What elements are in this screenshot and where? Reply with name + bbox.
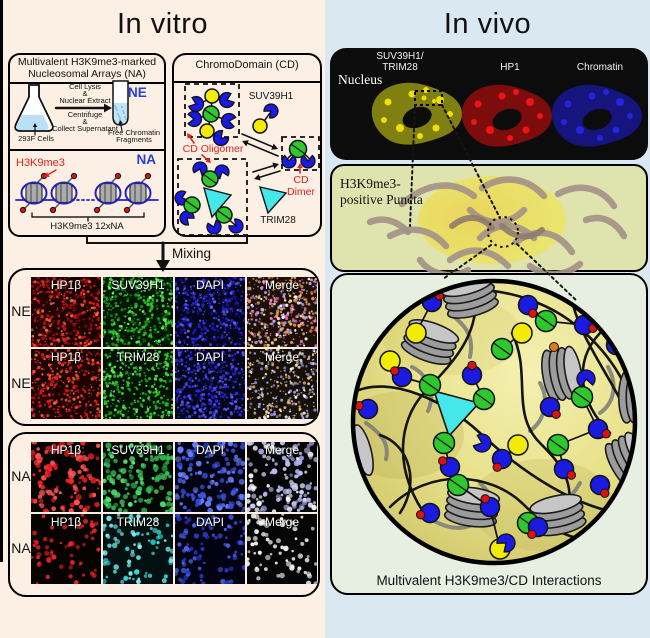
micrograph-image	[247, 442, 317, 512]
tile-label: TRIM28	[116, 515, 160, 529]
row-label: NE	[11, 303, 31, 319]
h3k9me3-label: H3K9me3	[16, 157, 65, 169]
chromodomain-box: ChromoDomain (CD) SUV39H1 CD Oligomer CD…	[172, 53, 322, 237]
tile-label: Merge	[264, 278, 299, 292]
tile-label: SUV39H1	[111, 278, 165, 292]
tile-label: DAPI	[195, 350, 224, 364]
tile-label: DAPI	[195, 278, 224, 292]
micrograph-tile: TRIM28	[103, 514, 173, 584]
micrograph-tile: Merge	[247, 277, 317, 347]
centrifuge-steps-text: Centrifuge & Collect Supernatant	[52, 110, 118, 133]
micrograph-tile: HP1β	[31, 514, 101, 584]
row-label: NA	[11, 540, 31, 556]
chromatin-column-label: Chromatin	[576, 62, 624, 73]
nucleus-label: Nucleus	[338, 72, 383, 87]
tile-label: DAPI	[195, 443, 224, 457]
lysis-steps-text: Cell Lysis & Nuclear Extract	[59, 82, 111, 105]
interaction-box: Multivalent H3K9me3/CD Interactions	[330, 273, 648, 595]
micrograph-tile: Merge	[247, 514, 317, 584]
micrograph-tile: TRIM28	[103, 349, 173, 419]
micrograph-tile: DAPI	[175, 514, 245, 584]
micrograph-image	[247, 277, 317, 347]
trim28-label: TRIM28	[260, 215, 296, 226]
mixing-label: Mixing	[172, 246, 212, 261]
micrograph-tile: DAPI	[175, 277, 245, 347]
micrograph-image	[31, 442, 101, 512]
micrograph-image	[103, 442, 173, 512]
suv39h1-label: SUV39H1	[248, 91, 294, 102]
tile-label: DAPI	[195, 515, 224, 529]
tile-label: Merge	[264, 515, 299, 529]
micrograph-image	[247, 514, 317, 584]
tile-label: Merge	[264, 350, 299, 364]
interaction-caption: Multivalent H3K9me3/CD Interactions	[376, 573, 602, 588]
micrograph-image	[31, 277, 101, 347]
micrograph-tile: Merge	[247, 442, 317, 512]
boxA-divider	[10, 149, 164, 151]
array-label: H3K9me3 12xNA	[50, 221, 124, 232]
cd-dimer-label: CD Dimer	[287, 174, 315, 198]
micrograph-tile: HP1β	[31, 277, 101, 347]
row-label: NE	[11, 375, 31, 391]
nucleosomal-arrays-box: Multivalent H3K9me3-marked Nucleosomal A…	[8, 53, 166, 237]
in-vivo-panel: In vivo SUV39H1/ TRIM28 HP1 Chromatin Nu…	[325, 0, 650, 638]
cd-oligomer-label: CD Oligomer	[182, 143, 244, 155]
tile-label: SUV39H1	[111, 443, 165, 457]
micrograph-image	[103, 277, 173, 347]
micrograph-image	[175, 514, 245, 584]
tile-label: HP1β	[50, 278, 82, 292]
na-micrograph-panel: NA HP1β SUV39H1 DAPI Merge NA HP1β TRIM28 DAPI Me…	[8, 432, 320, 597]
na-box-title: Multivalent H3K9me3-marked Nucleosomal A…	[10, 55, 164, 84]
micrograph-image	[31, 514, 101, 584]
mixing-arrow	[86, 236, 248, 272]
row-label: NA	[11, 468, 31, 484]
tile-label: Merge	[264, 443, 299, 457]
in-vitro-panel: In vitro Multivalent H3K9me3-marked Nucl…	[0, 0, 325, 638]
micrograph-tile: HP1β	[31, 442, 101, 512]
in-vivo-title: In vivo	[443, 8, 532, 40]
nucleosome-array-scene	[15, 169, 159, 222]
in-vitro-title: In vitro	[116, 8, 209, 40]
micrograph-image	[247, 349, 317, 419]
nucleus-box: SUV39H1/ TRIM28 HP1 Chromatin Nucleus	[330, 48, 648, 160]
flask-label: 293F Cells	[18, 134, 54, 143]
ne-tag: NE	[128, 85, 147, 100]
tile-label: TRIM28	[116, 350, 160, 364]
micrograph-tile: DAPI	[175, 442, 245, 512]
tube-label: Free Chromatin Fragments	[107, 128, 161, 144]
micrograph-tile: Merge	[247, 349, 317, 419]
cd-cartoon-scene	[174, 83, 320, 236]
micrograph-image	[175, 442, 245, 512]
cd-box-title: ChromoDomain (CD)	[174, 55, 320, 83]
interaction-circle-scene	[350, 278, 638, 566]
tile-label: HP1β	[50, 515, 82, 529]
na-tag: NA	[136, 152, 157, 167]
puncta-label: H3K9me3- positive Puncta	[340, 176, 423, 207]
micrograph-tile: HP1β	[31, 349, 101, 419]
suv-trim-column-label: SUV39H1/ TRIM28	[376, 51, 424, 73]
ne-micrograph-panel: NE HP1β SUV39H1 DAPI Merge NE HP1β TRIM28 DAPI Me…	[8, 268, 320, 426]
micrograph-image	[103, 514, 173, 584]
puncta-box: H3K9me3- positive Puncta	[330, 164, 648, 279]
tile-label: HP1β	[50, 443, 82, 457]
micrograph-tile: DAPI	[175, 349, 245, 419]
micrograph-tile: SUV39H1	[103, 442, 173, 512]
tile-label: HP1β	[50, 350, 82, 364]
micrograph-image	[175, 277, 245, 347]
left-edge-bar	[0, 0, 3, 562]
hp1-column-label: HP1	[500, 62, 520, 73]
micrograph-tile: SUV39H1	[103, 277, 173, 347]
micrograph-image	[175, 349, 245, 419]
micrograph-image	[103, 349, 173, 419]
micrograph-image	[31, 349, 101, 419]
flask-to-tube-scene	[14, 80, 129, 136]
